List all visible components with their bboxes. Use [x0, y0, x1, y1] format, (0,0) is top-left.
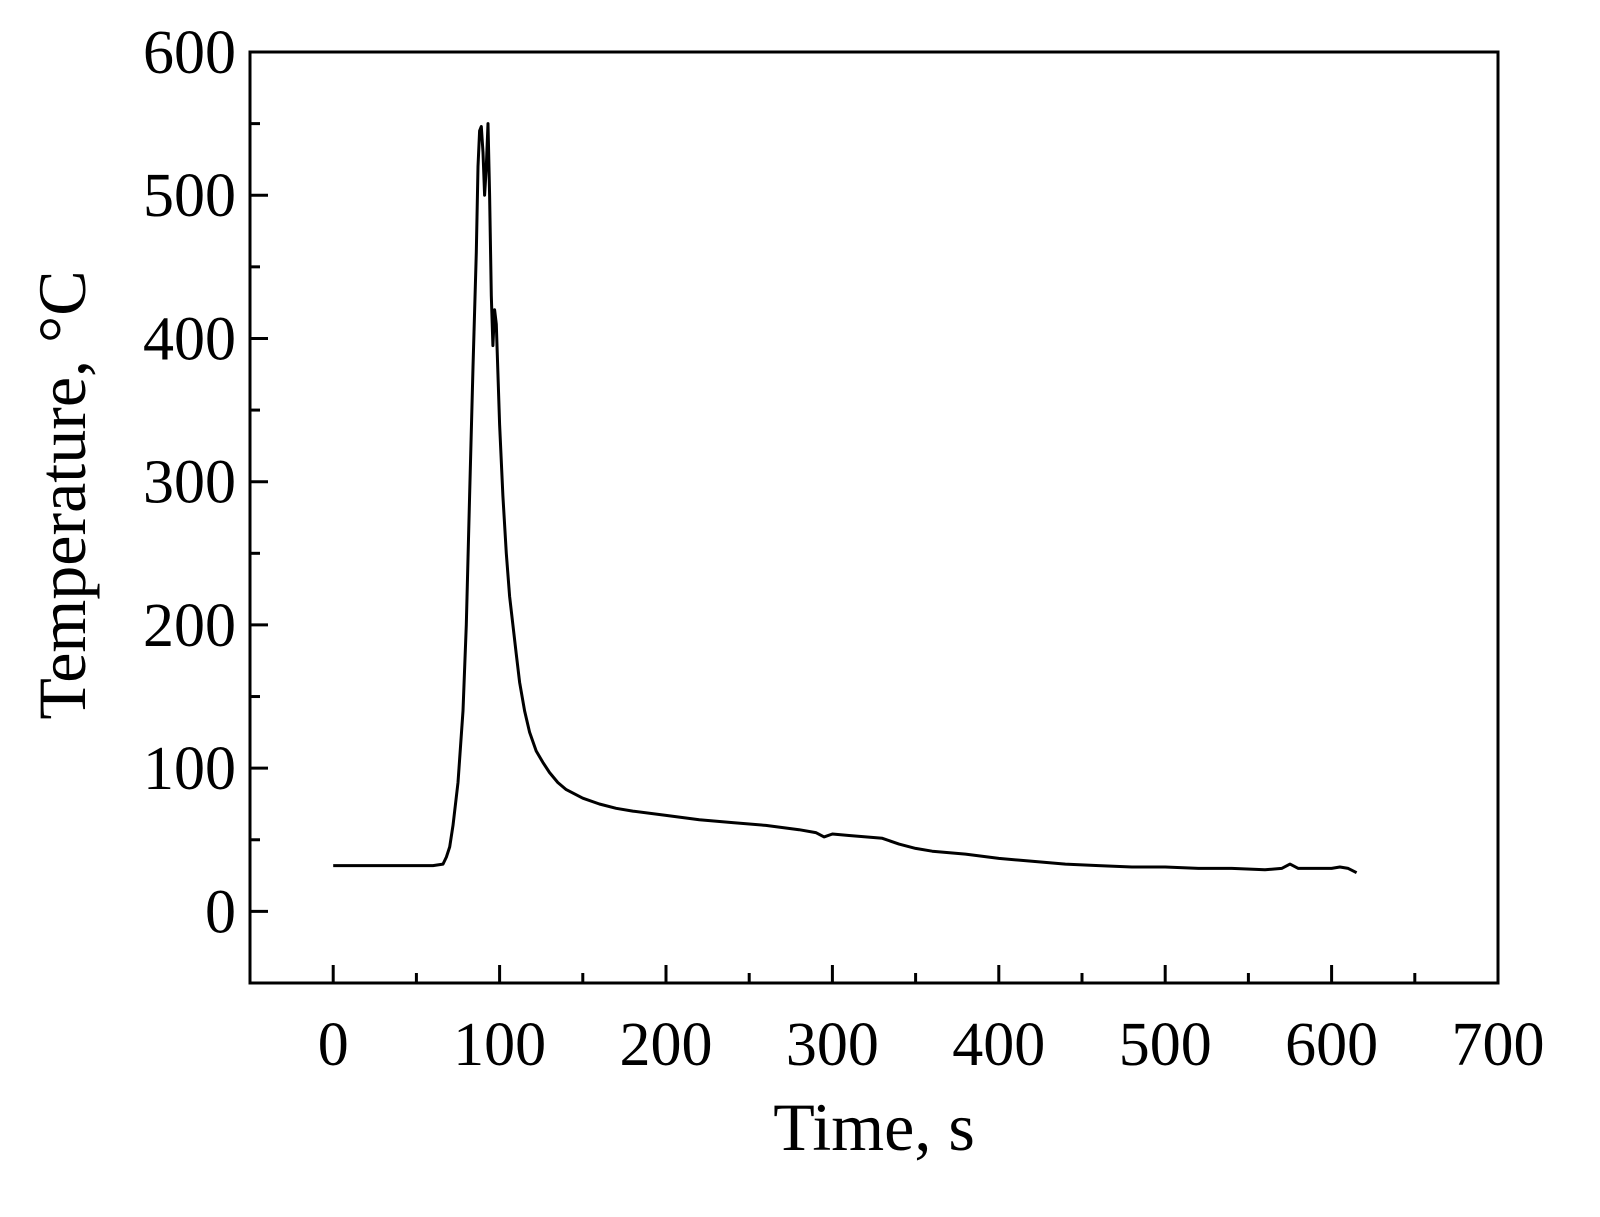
- y-tick-label: 300: [143, 449, 236, 517]
- x-tick-label: 100: [453, 1011, 546, 1079]
- x-tick-label: 400: [952, 1011, 1045, 1079]
- x-axis-tick-labels: 0 100 200 300 400 500 600 700: [318, 1011, 1545, 1079]
- temperature-series-line: [333, 122, 1358, 875]
- y-axis-tick-labels: 0 100 200 300 400 500 600: [143, 19, 236, 946]
- x-tick-label: 300: [786, 1011, 879, 1079]
- x-tick-label: 600: [1285, 1011, 1378, 1079]
- y-tick-label: 100: [143, 735, 236, 803]
- y-axis-ticks: [250, 50, 268, 985]
- x-tick-label: 0: [318, 1011, 349, 1079]
- y-tick-label: 200: [143, 592, 236, 660]
- x-axis-ticks: [331, 965, 1500, 983]
- x-tick-label: 200: [620, 1011, 713, 1079]
- y-tick-label: 0: [205, 878, 236, 946]
- y-tick-label: 500: [143, 162, 236, 230]
- y-axis-title: Temperature, °C: [24, 270, 100, 719]
- x-axis-title: Time, s: [773, 1089, 975, 1165]
- x-tick-label: 500: [1119, 1011, 1212, 1079]
- x-tick-label: 700: [1452, 1011, 1545, 1079]
- plot-frame: [248, 50, 1500, 985]
- y-tick-label: 600: [143, 19, 236, 87]
- y-tick-label: 400: [143, 305, 236, 373]
